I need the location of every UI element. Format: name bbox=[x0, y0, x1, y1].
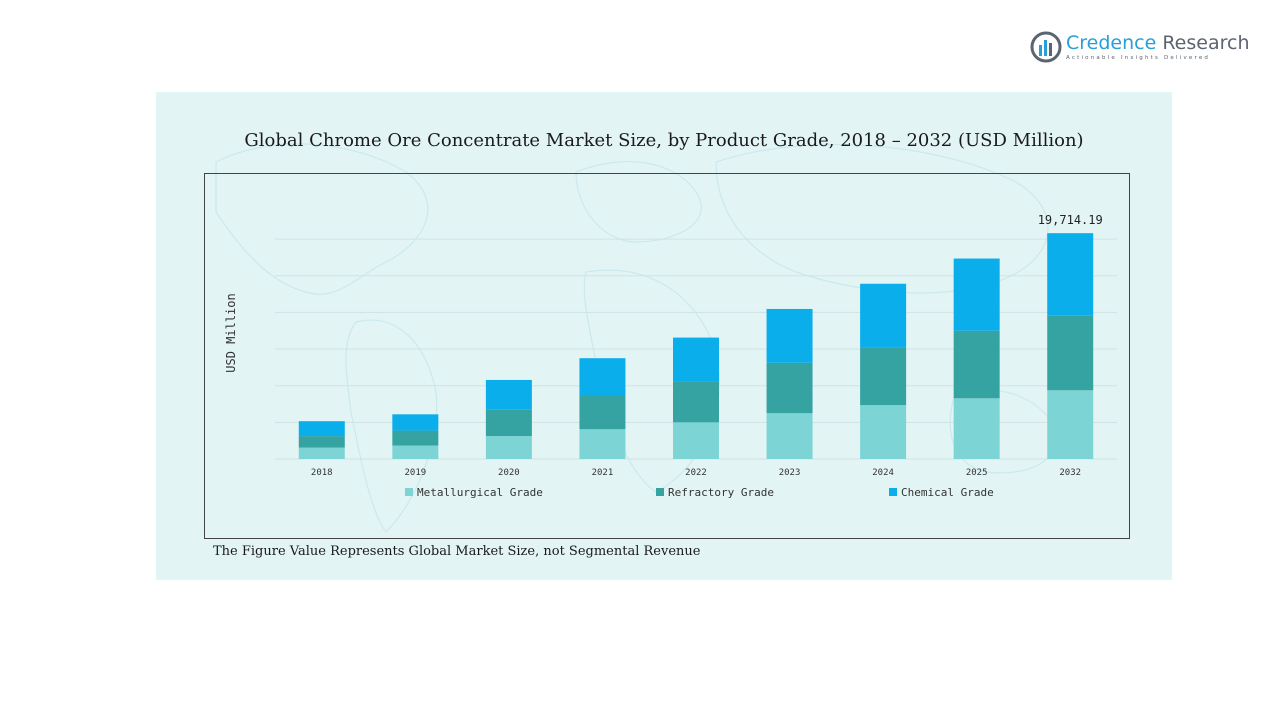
bar-metallurgical-grade-2024 bbox=[860, 405, 907, 459]
brand-name-primary: Credence bbox=[1066, 32, 1157, 54]
x-tick-label: 2018 bbox=[311, 468, 333, 478]
logo-mark-icon bbox=[1030, 31, 1062, 63]
legend-label: Refractory Grade bbox=[668, 486, 774, 499]
x-tick-label: 2025 bbox=[966, 468, 988, 478]
bar-refractory-grade-2018 bbox=[298, 436, 345, 448]
world-map-watermark bbox=[215, 143, 1057, 533]
bar-refractory-grade-2019 bbox=[392, 430, 439, 446]
bar-chemical-grade-2020 bbox=[485, 379, 532, 410]
bar-refractory-grade-2020 bbox=[485, 409, 532, 437]
bar-chemical-grade-2032 bbox=[1047, 233, 1094, 316]
brand-name: Credence Research bbox=[1066, 32, 1249, 54]
chart-title: Global Chrome Ore Concentrate Market Siz… bbox=[244, 130, 1084, 151]
brand-tagline: Actionable Insights Delivered bbox=[1066, 55, 1211, 61]
bar-chemical-grade-2023 bbox=[766, 308, 813, 363]
data-label-total: 19,714.19 bbox=[1038, 213, 1103, 227]
legend-swatch bbox=[405, 488, 413, 496]
bar-refractory-grade-2032 bbox=[1047, 315, 1094, 391]
bar-metallurgical-grade-2021 bbox=[579, 429, 626, 459]
y-axis-label: USD Million bbox=[224, 293, 238, 372]
bar-chemical-grade-2018 bbox=[298, 421, 345, 437]
bar-refractory-grade-2025 bbox=[953, 330, 1000, 399]
bar-refractory-grade-2023 bbox=[766, 362, 813, 414]
chart-frame: USD Million 2018 2019 2020 2021 2022 2023 2024 2… bbox=[204, 173, 1130, 539]
brand-logo: Credence Research Actionable Insights De… bbox=[1030, 30, 1249, 66]
x-tick-label: 2019 bbox=[404, 468, 426, 478]
bar-metallurgical-grade-2020 bbox=[485, 436, 532, 459]
bar-chemical-grade-2025 bbox=[953, 258, 1000, 331]
bar-chemical-grade-2022 bbox=[673, 337, 719, 382]
x-tick-label: 2021 bbox=[592, 468, 614, 478]
chart-panel: Global Chrome Ore Concentrate Market Siz… bbox=[156, 92, 1172, 580]
bar-metallurgical-grade-2032 bbox=[1047, 390, 1094, 459]
bar-refractory-grade-2022 bbox=[673, 381, 719, 423]
legend-label: Chemical Grade bbox=[901, 486, 994, 499]
bar-chemical-grade-2021 bbox=[579, 358, 626, 396]
legend-label: Metallurgical Grade bbox=[417, 486, 543, 499]
bar-metallurgical-grade-2022 bbox=[673, 422, 719, 459]
x-tick-label: 2022 bbox=[685, 468, 707, 478]
legend-swatch bbox=[889, 488, 897, 496]
stacked-bar-chart: USD Million 2018 2019 2020 2021 2022 2023 2024 2… bbox=[224, 213, 1117, 499]
x-tick-label: 2023 bbox=[779, 468, 801, 478]
x-tick-label: 2024 bbox=[872, 468, 894, 478]
bar-metallurgical-grade-2019 bbox=[392, 445, 439, 459]
bar-metallurgical-grade-2025 bbox=[953, 398, 1000, 459]
legend-swatch bbox=[656, 488, 664, 496]
bar-refractory-grade-2024 bbox=[860, 347, 907, 406]
footnote: The Figure Value Represents Global Marke… bbox=[213, 544, 701, 559]
bar-chemical-grade-2019 bbox=[392, 414, 439, 431]
bar-chemical-grade-2024 bbox=[860, 283, 907, 348]
bar-refractory-grade-2021 bbox=[579, 396, 626, 430]
x-tick-label: 2020 bbox=[498, 468, 520, 478]
bar-metallurgical-grade-2023 bbox=[766, 413, 813, 459]
bar-metallurgical-grade-2018 bbox=[298, 447, 345, 459]
brand-name-secondary: Research bbox=[1162, 32, 1250, 54]
x-tick-label: 2032 bbox=[1059, 468, 1081, 478]
